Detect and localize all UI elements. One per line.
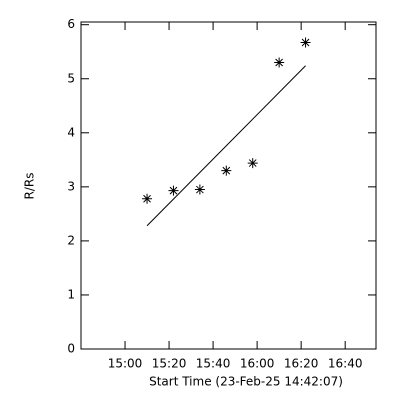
x-tick-label: 16:20 xyxy=(284,357,319,371)
y-tick-label: 6 xyxy=(67,17,75,31)
x-tick-label: 15:40 xyxy=(196,357,231,371)
plot-frame xyxy=(80,21,377,350)
y-axis-label: R/Rs xyxy=(23,173,37,200)
fit-line xyxy=(146,65,306,227)
data-point xyxy=(194,184,205,195)
data-point xyxy=(247,158,258,169)
data-point xyxy=(300,37,311,48)
x-tick-label: 16:00 xyxy=(240,357,275,371)
x-tick-label: 15:00 xyxy=(108,357,143,371)
data-point xyxy=(168,185,179,196)
y-tick-label: 1 xyxy=(67,287,75,301)
y-tick-label: 0 xyxy=(67,342,75,356)
y-tick-label: 5 xyxy=(67,71,75,85)
y-tick-label: 4 xyxy=(67,125,75,139)
data-point xyxy=(142,193,153,204)
data-point xyxy=(221,165,232,176)
y-tick-label: 3 xyxy=(67,179,75,193)
x-tick-label: 15:20 xyxy=(152,357,187,371)
x-axis-label: Start Time (23-Feb-25 14:42:07) xyxy=(149,375,343,389)
y-tick-label: 2 xyxy=(67,233,75,247)
x-tick-label: 16:40 xyxy=(328,357,363,371)
data-point xyxy=(274,57,285,68)
